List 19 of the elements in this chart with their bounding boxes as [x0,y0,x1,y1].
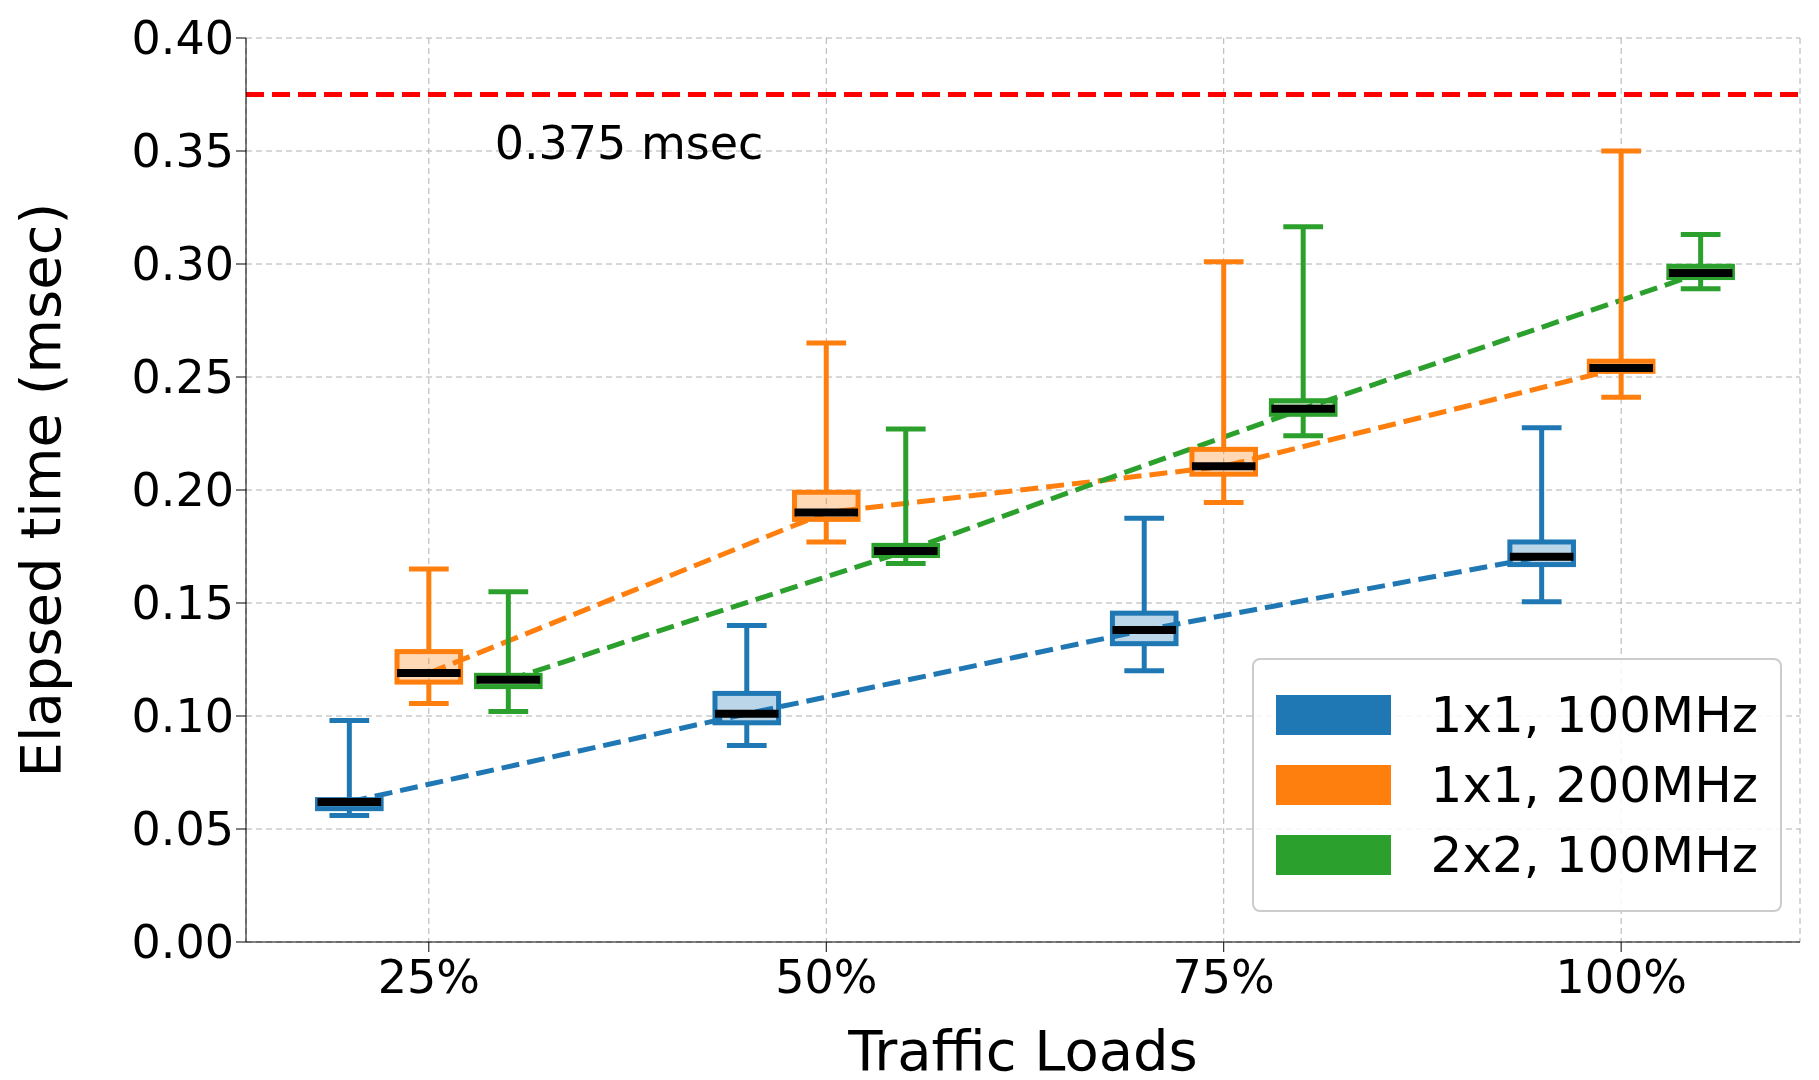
y-tick-label: 0.15 [131,576,234,631]
ref-line-label: 0.375 msec [494,115,764,170]
y-tick-label: 0.10 [131,689,234,744]
y-tick-label: 0.05 [131,802,234,857]
y-tick-label: 0.00 [131,915,234,970]
x-axis-title: Traffic Loads [847,1018,1198,1080]
y-tick-label: 0.35 [131,124,234,179]
x-tick-label: 25% [377,949,480,1004]
legend-label: 1x1, 100MHz [1430,686,1758,744]
legend-label: 2x2, 100MHz [1430,826,1758,884]
y-tick-label: 0.20 [131,463,234,518]
y-tick-label: 0.25 [131,350,234,405]
y-tick-label: 0.30 [131,237,234,292]
legend-label: 1x1, 200MHz [1430,756,1758,814]
x-tick-label: 50% [775,949,878,1004]
x-tick-label: 75% [1172,949,1275,1004]
y-axis-title: Elapsed time (msec) [8,202,73,778]
y-tick-label: 0.40 [131,11,234,66]
x-tick-label: 100% [1555,949,1687,1004]
